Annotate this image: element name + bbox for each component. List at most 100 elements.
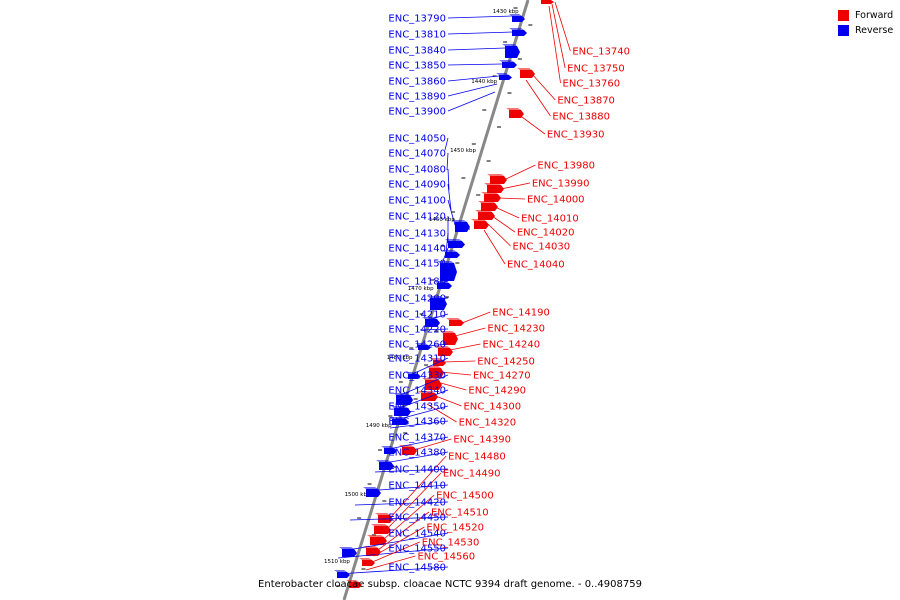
forward-leader-line [494, 206, 520, 219]
forward-gene-label: ENC_14520 [426, 523, 484, 534]
gene-block-face [512, 16, 525, 22]
scale-label: 1480 kbp [387, 355, 413, 361]
gene-block-face [445, 252, 460, 258]
forward-leader-line [491, 215, 516, 233]
gene-block-top [427, 296, 444, 298]
reverse-gene-block [499, 60, 517, 68]
forward-gene-label: ENC_14560 [417, 552, 475, 563]
reverse-leader-line [447, 63, 503, 66]
reverse-gene-label: ENC_14070 [388, 149, 446, 160]
reverse-leader-line [447, 91, 496, 112]
reverse-gene-block [405, 372, 421, 379]
reverse-gene-label: ENC_13890 [388, 92, 446, 103]
reverse-leader-line [341, 532, 449, 552]
gene-block-face [374, 526, 391, 534]
reverse-leader-line [365, 484, 449, 492]
scale-label: 1500 kbp [345, 492, 371, 498]
gene-block-top [437, 261, 454, 263]
forward-gene-label: ENC_13750 [567, 64, 625, 75]
gene-block-top [445, 239, 462, 241]
reverse-gene-label: ENC_14260 [388, 340, 446, 351]
reverse-leader-line [424, 313, 449, 322]
reverse-leader-line [407, 357, 449, 377]
reverse-leader-line [383, 436, 449, 451]
reverse-leader-line [447, 199, 456, 226]
reverse-gene-block [496, 73, 512, 80]
gene-block-face [541, 0, 554, 4]
forward-gene-label: ENC_13760 [563, 79, 621, 90]
reverse-leader-line [378, 451, 449, 465]
reverse-gene-label: ENC_13850 [388, 61, 446, 72]
reverse-leader-line [389, 420, 449, 429]
gene-block-face [396, 395, 413, 405]
reverse-gene-block [452, 220, 470, 232]
forward-leader-line [497, 197, 525, 200]
gene-block-top [506, 108, 521, 110]
reverse-leader-line [429, 297, 449, 301]
forward-gene-label: ENC_13990 [532, 179, 590, 190]
reverse-leader-line [440, 247, 449, 267]
reverse-leader-line [336, 566, 449, 575]
forward-gene-label: ENC_14030 [513, 242, 571, 253]
forward-gene-label: ENC_13930 [547, 130, 605, 141]
forward-gene-label: ENC_14510 [431, 508, 489, 519]
scale-label: 1440 kbp [471, 79, 497, 85]
forward-gene-label: ENC_14240 [482, 340, 540, 351]
forward-gene-block [435, 346, 453, 356]
gene-block-face [449, 320, 464, 326]
reverse-gene-label: ENC_14080 [388, 165, 446, 176]
reverse-leader-line [436, 280, 449, 286]
reverse-gene-block [376, 460, 394, 470]
reverse-gene-label: ENC_14350 [388, 402, 446, 413]
reverse-gene-label: ENC_13790 [388, 14, 446, 25]
scale-label: 1510 kbp [324, 559, 350, 565]
reverse-gene-block [393, 393, 413, 405]
forward-leader-line [387, 472, 442, 529]
reverse-gene-label: ENC_14540 [388, 529, 446, 540]
reverse-gene-label: ENC_14200 [388, 294, 446, 305]
forward-gene-block [484, 183, 504, 193]
forward-leader-line [432, 394, 462, 407]
reverse-leader-line [374, 468, 449, 473]
gene-block-face [437, 283, 452, 289]
forward-leader-line [373, 526, 425, 557]
gene-block-face [370, 537, 387, 545]
gene-block-face [342, 549, 357, 557]
forward-gene-block [359, 558, 375, 566]
gene-block-face [438, 348, 453, 356]
gene-block-top [442, 250, 457, 252]
reverse-gene-label: ENC_14220 [388, 325, 446, 336]
forward-leader-line [389, 455, 447, 519]
reverse-leader-line [447, 15, 513, 19]
forward-leader-line [377, 511, 430, 551]
gene-block-face [474, 221, 489, 229]
reverse-gene-block [445, 239, 465, 248]
gene-block-face [379, 462, 394, 470]
gene-block-face [440, 263, 457, 281]
reverse-leader-line [439, 262, 449, 279]
reverse-gene-block [339, 547, 357, 557]
reverse-leader-line [395, 374, 449, 398]
gene-block-top [346, 580, 359, 582]
gene-block-top [371, 524, 388, 526]
forward-gene-block [440, 331, 458, 345]
reverse-gene-label: ENC_14330 [388, 371, 446, 382]
gene-block-face [430, 298, 447, 310]
forward-swatch [838, 10, 849, 21]
reverse-leader-line [447, 31, 513, 35]
gene-block-face [455, 222, 470, 232]
forward-leader-line [413, 438, 452, 451]
gene-block-top [363, 487, 378, 489]
reverse-gene-label: ENC_14550 [388, 544, 446, 555]
forward-gene-label: ENC_14530 [422, 538, 480, 549]
forward-gene-label: ENC_13980 [537, 161, 595, 172]
gene-block-face [402, 447, 417, 455]
figure-caption: Enterobacter cloacae subsp. cloacae NCTC… [258, 579, 642, 590]
gene-block-face [448, 241, 465, 248]
reverse-gene-label: ENC_14150 [388, 259, 446, 270]
legend: Forward Reverse [838, 8, 893, 38]
gene-block-top [471, 219, 486, 221]
forward-gene-label: ENC_14300 [463, 402, 521, 413]
forward-leader-line [442, 360, 476, 363]
